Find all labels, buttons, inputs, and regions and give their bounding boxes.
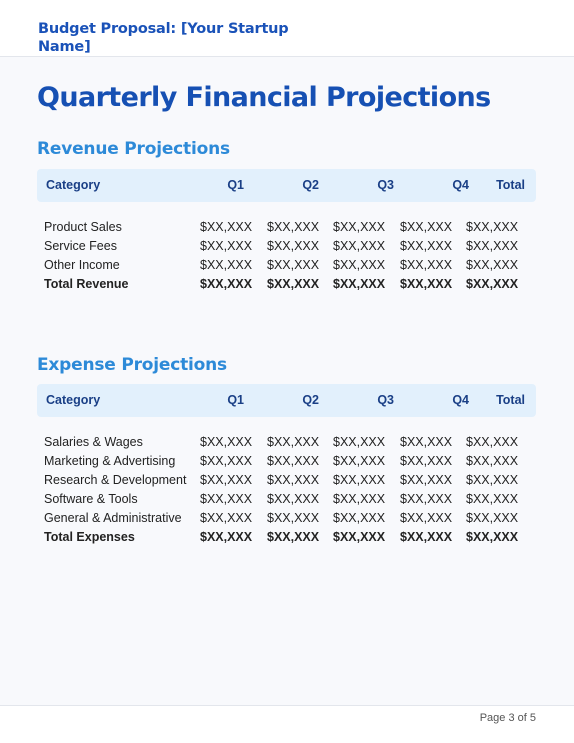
- column-header-q1: Q1: [227, 393, 244, 407]
- row-q3-value: $XX,XXX: [333, 530, 386, 544]
- row-total-value: $XX,XXX: [466, 220, 519, 234]
- column-header-q4: Q4: [452, 178, 469, 192]
- row-total-value: $XX,XXX: [466, 530, 519, 544]
- row-category: Service Fees: [44, 239, 117, 253]
- row-q3-value: $XX,XXX: [333, 258, 386, 272]
- row-category: Software & Tools: [44, 492, 138, 506]
- row-q1-value: $XX,XXX: [200, 492, 253, 506]
- row-total-value: $XX,XXX: [466, 435, 519, 449]
- table-row: Salaries & Wages $XX,XXX $XX,XXX $XX,XXX…: [37, 433, 536, 452]
- row-q1-value: $XX,XXX: [200, 473, 253, 487]
- column-header-q1: Q1: [227, 178, 244, 192]
- row-q2-value: $XX,XXX: [267, 511, 320, 525]
- row-q2-value: $XX,XXX: [267, 454, 320, 468]
- column-header-total: Total: [496, 178, 525, 192]
- row-total-value: $XX,XXX: [466, 258, 519, 272]
- table-row: Product Sales $XX,XXX $XX,XXX $XX,XXX $X…: [37, 218, 536, 237]
- row-category: Total Expenses: [44, 530, 135, 544]
- row-q2-value: $XX,XXX: [267, 239, 320, 253]
- row-category: Product Sales: [44, 220, 122, 234]
- table-row: Other Income $XX,XXX $XX,XXX $XX,XXX $XX…: [37, 256, 536, 275]
- row-q3-value: $XX,XXX: [333, 511, 386, 525]
- row-q2-value: $XX,XXX: [267, 220, 320, 234]
- row-q1-value: $XX,XXX: [200, 220, 253, 234]
- row-q1-value: $XX,XXX: [200, 277, 253, 291]
- revenue-table-body: Product Sales $XX,XXX $XX,XXX $XX,XXX $X…: [37, 218, 536, 294]
- row-q3-value: $XX,XXX: [333, 473, 386, 487]
- expense-table-header: Category Q1 Q2 Q3 Q4 Total: [37, 384, 536, 417]
- column-header-total: Total: [496, 393, 525, 407]
- row-q3-value: $XX,XXX: [333, 435, 386, 449]
- row-q4-value: $XX,XXX: [400, 239, 453, 253]
- row-category: Research & Development: [44, 473, 187, 487]
- page-number: Page 3 of 5: [479, 712, 536, 724]
- row-total-value: $XX,XXX: [466, 454, 519, 468]
- row-q1-value: $XX,XXX: [200, 511, 253, 525]
- row-q1-value: $XX,XXX: [200, 435, 253, 449]
- row-q3-value: $XX,XXX: [333, 454, 386, 468]
- row-q4-value: $XX,XXX: [400, 492, 453, 506]
- table-row: Research & Development $XX,XXX $XX,XXX $…: [37, 471, 536, 490]
- row-total-value: $XX,XXX: [466, 473, 519, 487]
- page-header: Budget Proposal: [Your Startup Name]: [0, 0, 574, 57]
- total-row: Total Expenses $XX,XXX $XX,XXX $XX,XXX $…: [37, 528, 536, 547]
- expense-section-title: Expense Projections: [37, 355, 227, 375]
- column-header-category: Category: [46, 178, 101, 192]
- row-q4-value: $XX,XXX: [400, 258, 453, 272]
- row-q1-value: $XX,XXX: [200, 530, 253, 544]
- row-category: Other Income: [44, 258, 120, 272]
- row-q2-value: $XX,XXX: [267, 492, 320, 506]
- row-q4-value: $XX,XXX: [400, 435, 453, 449]
- row-q2-value: $XX,XXX: [267, 473, 320, 487]
- row-q1-value: $XX,XXX: [200, 239, 253, 253]
- document-title: Budget Proposal: [Your Startup Name]: [38, 21, 289, 55]
- row-q2-value: $XX,XXX: [267, 530, 320, 544]
- revenue-table-header: Category Q1 Q2 Q3 Q4 Total: [37, 169, 536, 202]
- row-total-value: $XX,XXX: [466, 492, 519, 506]
- row-category: Salaries & Wages: [44, 435, 143, 449]
- row-q4-value: $XX,XXX: [400, 454, 453, 468]
- row-q4-value: $XX,XXX: [400, 277, 453, 291]
- table-row: General & Administrative $XX,XXX $XX,XXX…: [37, 509, 536, 528]
- page-title: Quarterly Financial Projections: [37, 82, 491, 113]
- row-category: Marketing & Advertising: [44, 454, 176, 468]
- row-q4-value: $XX,XXX: [400, 220, 453, 234]
- row-q2-value: $XX,XXX: [267, 277, 320, 291]
- row-q2-value: $XX,XXX: [267, 258, 320, 272]
- row-q4-value: $XX,XXX: [400, 511, 453, 525]
- total-row: Total Revenue $XX,XXX $XX,XXX $XX,XXX $X…: [37, 275, 536, 294]
- row-q4-value: $XX,XXX: [400, 473, 453, 487]
- table-row: Service Fees $XX,XXX $XX,XXX $XX,XXX $XX…: [37, 237, 536, 256]
- column-header-q2: Q2: [302, 393, 319, 407]
- row-total-value: $XX,XXX: [466, 239, 519, 253]
- expense-table-body: Salaries & Wages $XX,XXX $XX,XXX $XX,XXX…: [37, 433, 536, 547]
- row-total-value: $XX,XXX: [466, 511, 519, 525]
- row-total-value: $XX,XXX: [466, 277, 519, 291]
- row-q3-value: $XX,XXX: [333, 239, 386, 253]
- row-q1-value: $XX,XXX: [200, 454, 253, 468]
- column-header-q3: Q3: [377, 393, 394, 407]
- row-q2-value: $XX,XXX: [267, 435, 320, 449]
- row-q3-value: $XX,XXX: [333, 277, 386, 291]
- column-header-q2: Q2: [302, 178, 319, 192]
- row-category: General & Administrative: [44, 511, 182, 525]
- table-row: Marketing & Advertising $XX,XXX $XX,XXX …: [37, 452, 536, 471]
- page-footer: Page 3 of 5: [0, 705, 574, 743]
- column-header-q3: Q3: [377, 178, 394, 192]
- revenue-section-title: Revenue Projections: [37, 139, 230, 159]
- column-header-q4: Q4: [452, 393, 469, 407]
- table-row: Software & Tools $XX,XXX $XX,XXX $XX,XXX…: [37, 490, 536, 509]
- row-q3-value: $XX,XXX: [333, 220, 386, 234]
- row-category: Total Revenue: [44, 277, 129, 291]
- row-q1-value: $XX,XXX: [200, 258, 253, 272]
- row-q3-value: $XX,XXX: [333, 492, 386, 506]
- column-header-category: Category: [46, 393, 101, 407]
- row-q4-value: $XX,XXX: [400, 530, 453, 544]
